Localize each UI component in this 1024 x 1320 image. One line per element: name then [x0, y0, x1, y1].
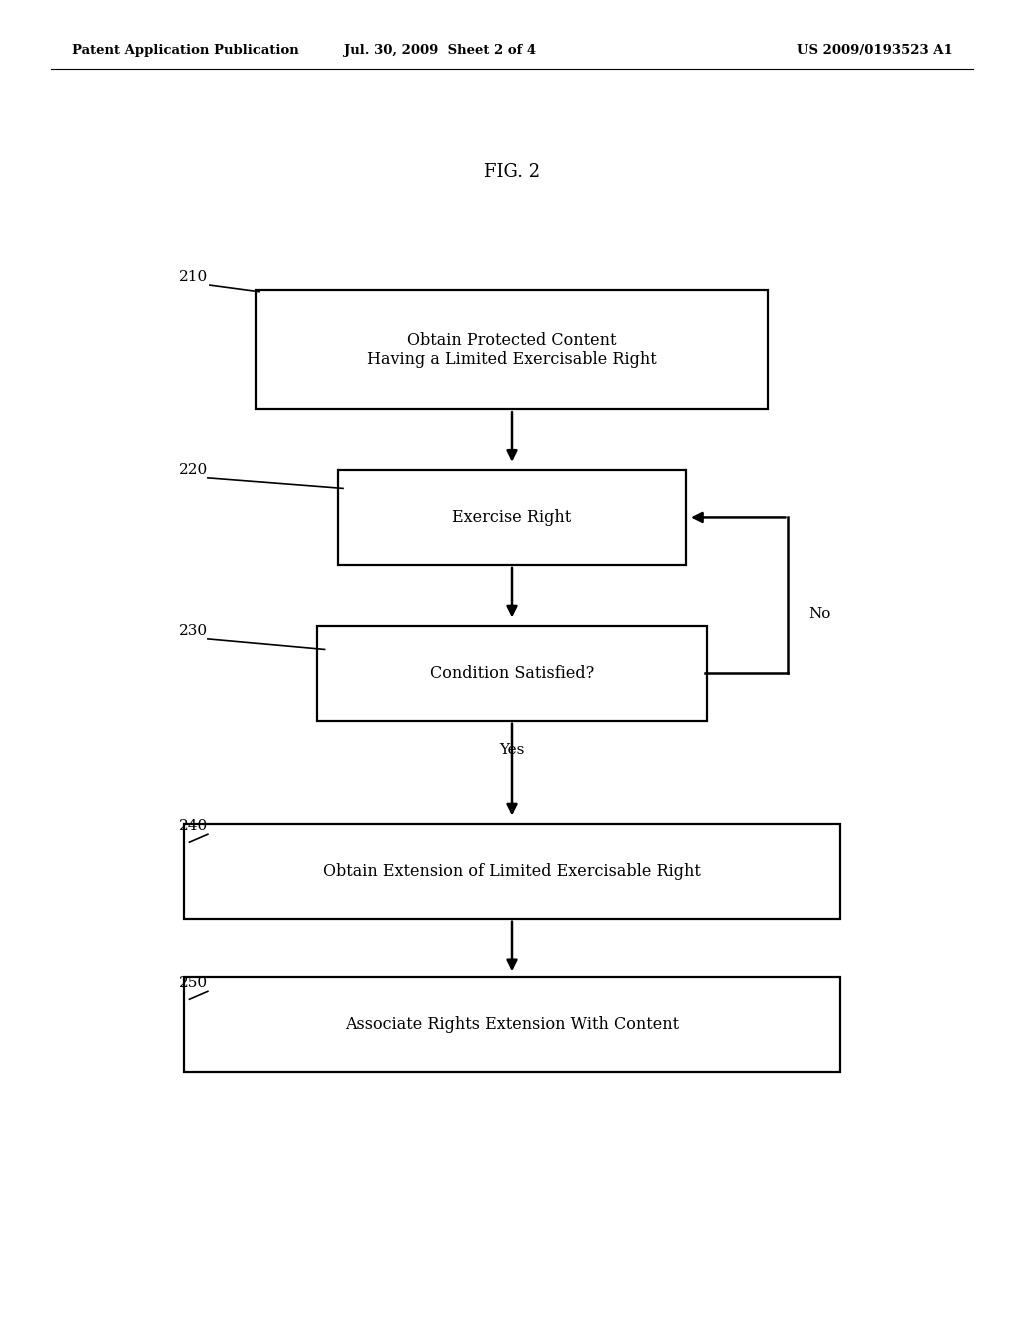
Text: 240: 240	[179, 820, 209, 833]
Text: Obtain Extension of Limited Exercisable Right: Obtain Extension of Limited Exercisable …	[323, 863, 701, 879]
Text: 220: 220	[179, 463, 209, 477]
Text: Condition Satisfied?: Condition Satisfied?	[430, 665, 594, 681]
Bar	[184, 824, 840, 919]
Text: No: No	[808, 607, 830, 620]
Text: Exercise Right: Exercise Right	[453, 510, 571, 525]
Text: Patent Application Publication: Patent Application Publication	[72, 44, 298, 57]
Bar	[317, 626, 707, 721]
Text: FIG. 2: FIG. 2	[484, 162, 540, 181]
Text: 230: 230	[179, 624, 208, 638]
Bar	[256, 290, 768, 409]
Text: Yes: Yes	[500, 743, 524, 756]
Text: Associate Rights Extension With Content: Associate Rights Extension With Content	[345, 1016, 679, 1032]
Bar	[184, 977, 840, 1072]
Text: Obtain Protected Content
Having a Limited Exercisable Right: Obtain Protected Content Having a Limite…	[368, 331, 656, 368]
Text: 210: 210	[179, 271, 209, 284]
Text: 250: 250	[179, 977, 208, 990]
Bar	[338, 470, 686, 565]
Text: Jul. 30, 2009  Sheet 2 of 4: Jul. 30, 2009 Sheet 2 of 4	[344, 44, 537, 57]
Text: US 2009/0193523 A1: US 2009/0193523 A1	[797, 44, 952, 57]
